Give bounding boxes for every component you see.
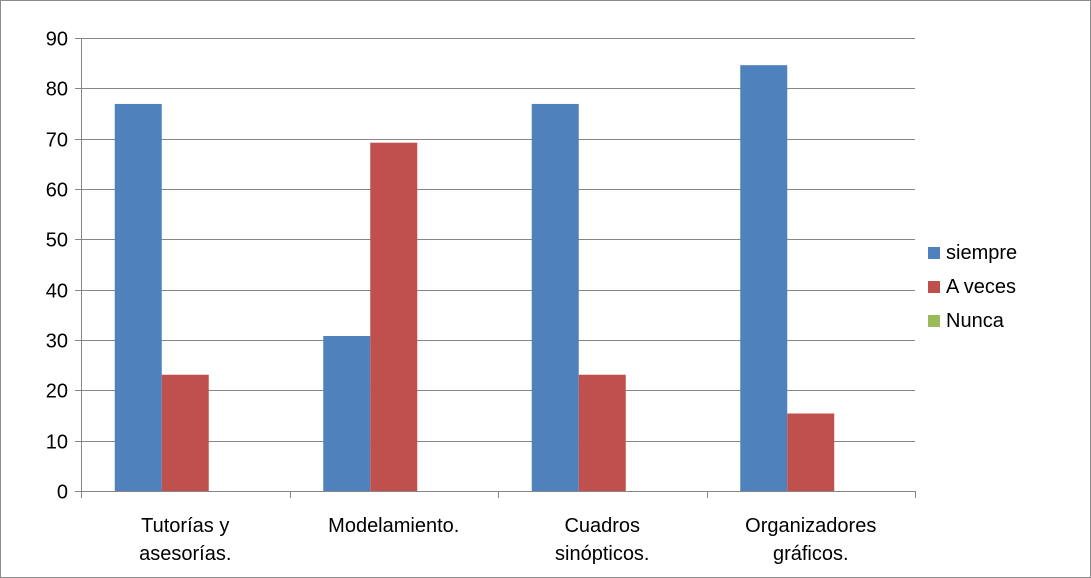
legend-swatch-siempre [928, 247, 940, 259]
bar [740, 65, 788, 492]
legend-label-siempre: siempre [946, 242, 1018, 264]
chart-legend: siempre A veces Nunca [928, 236, 1078, 338]
bar [161, 374, 209, 491]
y-tick-label: 80 [46, 79, 68, 101]
y-tick-label: 50 [46, 230, 68, 252]
legend-item-a-veces: A veces [928, 270, 1078, 304]
x-tick-label: Organizadores gráficos. [745, 515, 876, 565]
bar [787, 413, 835, 491]
y-tick-label: 20 [46, 381, 68, 403]
x-tick-label: Tutorías y asesorías. [139, 515, 231, 565]
legend-label-nunca: Nunca [946, 310, 1004, 332]
bar [578, 374, 626, 491]
bar [323, 335, 371, 491]
x-tick-label: Cuadros sinópticos. [555, 515, 650, 565]
y-tick-label: 30 [46, 331, 68, 353]
y-tick-label: 70 [46, 130, 68, 152]
legend-label-a-veces: A veces [946, 276, 1017, 298]
y-tick-label: 40 [46, 281, 68, 303]
bar [370, 142, 418, 491]
bar [114, 103, 162, 491]
y-tick-label: 90 [46, 29, 68, 51]
y-tick-label: 0 [57, 482, 68, 504]
bar [531, 103, 579, 491]
legend-item-siempre: siempre [928, 236, 1078, 270]
y-tick-label: 60 [46, 180, 68, 202]
legend-item-nunca: Nunca [928, 304, 1078, 338]
legend-swatch-a-veces [928, 281, 940, 293]
legend-swatch-nunca [928, 315, 940, 327]
y-tick-label: 10 [46, 432, 68, 454]
x-tick-label: Modelamiento. [328, 515, 459, 537]
